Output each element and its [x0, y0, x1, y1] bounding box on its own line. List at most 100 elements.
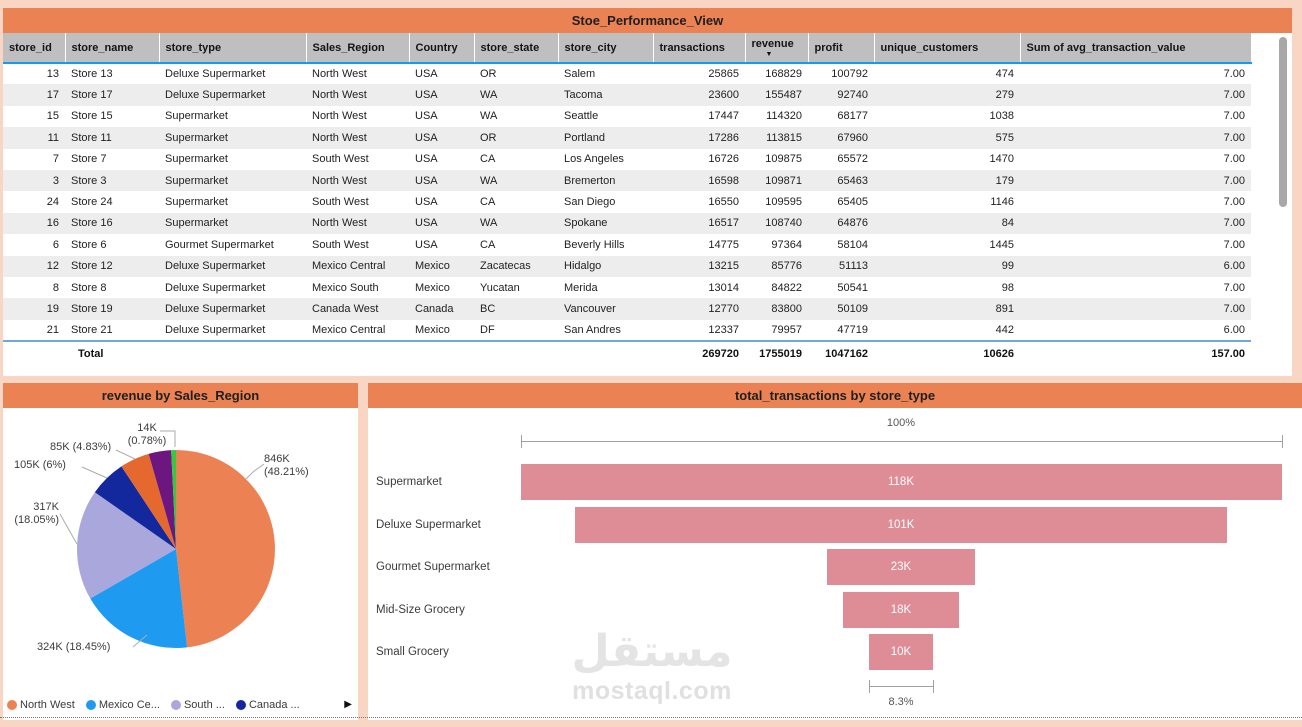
table-cell: San Diego [564, 196, 616, 209]
table-cell: Supermarket [165, 110, 228, 123]
pie-slice-unlabeled-6[interactable] [171, 450, 176, 549]
sort-desc-icon: ▼ [765, 50, 773, 58]
table-cell: 13014 [708, 281, 739, 294]
table-cell: 12 [3, 255, 65, 277]
table-cell: 6.00 [1020, 255, 1251, 277]
table-row[interactable]: 11 Store 11 Supermarket North West USA OR Port… [3, 127, 1251, 149]
table-cell: Store 21 [71, 323, 113, 336]
store-performance-table: store_id store_name store_type Sales_Region… [3, 33, 1252, 366]
table-cell: 23600 [653, 84, 745, 106]
table-cell: CA [480, 238, 496, 251]
table-cell: North West [306, 212, 409, 235]
funnel-bar-mid-size-grocery[interactable]: 18K [842, 591, 960, 628]
table-cell: USA [415, 153, 438, 166]
table-cell: 100792 [831, 68, 868, 81]
funnel-bar-value: 18K [890, 603, 912, 616]
table-cell: 7.00 [1020, 298, 1251, 320]
pie-slice-unlabeled-4[interactable] [121, 453, 176, 549]
funnel-bar-supermarket[interactable]: 118K [520, 464, 1282, 500]
pie-callout-leader [59, 513, 78, 545]
table-cell: USA [415, 196, 438, 209]
legend-dot [7, 700, 17, 710]
legend-dot [170, 700, 181, 710]
funnel-bar-gourmet-supermarket[interactable]: 23K [826, 549, 976, 585]
table-cell: San Andres [564, 323, 621, 336]
table-cell: North West [312, 68, 367, 81]
pie-callout-leader [81, 466, 108, 479]
column-header-store-type[interactable]: store_type [159, 33, 307, 64]
funnel-bar-value: 118K [887, 476, 914, 488]
pie-slice-canada-[interactable] [94, 466, 176, 549]
table-row[interactable]: 17 Store 17 Deluxe Supermarket North West US… [3, 84, 1251, 106]
table-cell: 1470 [989, 153, 1014, 166]
table-cell: Los Angeles [564, 153, 624, 166]
transactions-funnel-visual: total_transactions by store_type 100% Sup… [368, 383, 1302, 720]
table-row[interactable]: 7 Store 7 Supermarket South West USA CA Los An… [3, 149, 1251, 170]
table-row[interactable]: 6 Store 6 Gourmet Supermarket South West USA… [3, 234, 1251, 255]
legend-item-north-west[interactable]: North West [7, 699, 75, 711]
table-row[interactable]: 19 Store 19 Deluxe Supermarket Canada West C… [3, 298, 1251, 320]
table-cell: BC [474, 298, 558, 320]
pie-slice-mexico-ce-[interactable] [90, 549, 188, 648]
table-cell: Store 16 [65, 212, 159, 235]
table-cell: 109875 [765, 153, 802, 166]
table-cell: Beverly Hills [564, 238, 625, 251]
table-cell: 50109 [808, 298, 874, 320]
table-cell: USA [415, 110, 438, 123]
table-cell: 24 [46, 196, 59, 209]
table-cell: 179 [874, 169, 1020, 192]
column-header-transactions[interactable]: transactions [653, 33, 746, 64]
column-header-country[interactable]: Country [409, 33, 475, 64]
pie-slice-north-west[interactable] [176, 450, 275, 648]
table-cell: Mexico [409, 255, 474, 277]
funnel-category-label: Small Grocery [376, 646, 449, 658]
legend-next-arrow[interactable]: ▶ [344, 699, 352, 710]
funnel-bar-deluxe-supermarket[interactable]: 101K [575, 506, 1227, 543]
table-row[interactable]: 16 Store 16 Supermarket North West USA WA Spok… [3, 212, 1251, 235]
column-header-store-name[interactable]: store_name [65, 33, 160, 64]
column-header-store-city[interactable]: store_city [558, 33, 654, 64]
legend-item-mexico-ce-[interactable]: Mexico Ce... [85, 699, 160, 711]
table-cell: Store 8 [71, 281, 107, 294]
pie-callout-label: 85K (4.83%) [50, 441, 112, 453]
table-row[interactable]: 24 Store 24 Supermarket South West USA CA San … [3, 191, 1251, 212]
funnel-bar-small-grocery[interactable]: 10K [868, 634, 934, 670]
table-row[interactable]: 15 Store 15 Supermarket North West USA WA Seat… [3, 106, 1251, 127]
table-cell: 16517 [653, 212, 745, 235]
funnel-top-percent-label: 100% [886, 417, 916, 429]
table-row[interactable]: 8 Store 8 Deluxe Supermarket Mexico South Me… [3, 277, 1251, 298]
pie-legend: North West Mexico Ce... South ... Canada ..… [7, 699, 300, 711]
table-cell: Mexico Central [312, 323, 386, 336]
table-cell: DF [480, 323, 495, 336]
table-cell: Deluxe Supermarket [165, 281, 266, 294]
table-cell: Mexico South [312, 281, 379, 294]
table-cell: 16598 [653, 169, 745, 192]
column-header-sum-of-avg-transaction-value[interactable]: Sum of avg_transaction_value [1020, 33, 1252, 64]
legend-item-canada-[interactable]: Canada ... [235, 699, 300, 711]
table-row[interactable]: 13 Store 13 Deluxe Supermarket North West US… [3, 63, 1251, 84]
table-cell: 16726 [708, 153, 739, 166]
pie-slice-unlabeled-5[interactable] [148, 450, 176, 549]
column-header-profit[interactable]: profit [808, 33, 875, 64]
table-row[interactable]: 3 Store 3 Supermarket North West USA WA Bremer… [3, 169, 1251, 192]
column-header-store-state[interactable]: store_state [474, 33, 559, 64]
table-row[interactable]: 21 Store 21 Deluxe Supermarket Mexico Centr… [3, 320, 1251, 341]
pie-slice-south-[interactable] [76, 492, 176, 599]
column-header-store-id[interactable]: store_id [3, 33, 66, 64]
column-header-unique-customers[interactable]: unique_customers [874, 33, 1021, 64]
funnel-bracket-tick [520, 435, 522, 448]
table-row[interactable]: 12 Store 12 Deluxe Supermarket Mexico Centr… [3, 255, 1251, 277]
table-cell: 21 [46, 323, 59, 336]
table-cell: Deluxe Supermarket [159, 84, 306, 106]
table-cell: 84822 [771, 281, 802, 294]
table-cell: 79957 [771, 323, 802, 336]
table-cell: 442 [995, 323, 1014, 336]
table-cell: Supermarket [159, 127, 306, 149]
table-scrollbar-thumb[interactable] [1279, 37, 1287, 207]
column-header-revenue[interactable]: revenue ▼ [745, 33, 809, 64]
table-cell: 11 [3, 127, 65, 149]
table-cell: USA [409, 127, 474, 149]
column-header-sales-region[interactable]: Sales_Region [306, 33, 410, 64]
legend-item-south-[interactable]: South ... [170, 699, 225, 711]
table-cell: Supermarket [159, 169, 306, 192]
